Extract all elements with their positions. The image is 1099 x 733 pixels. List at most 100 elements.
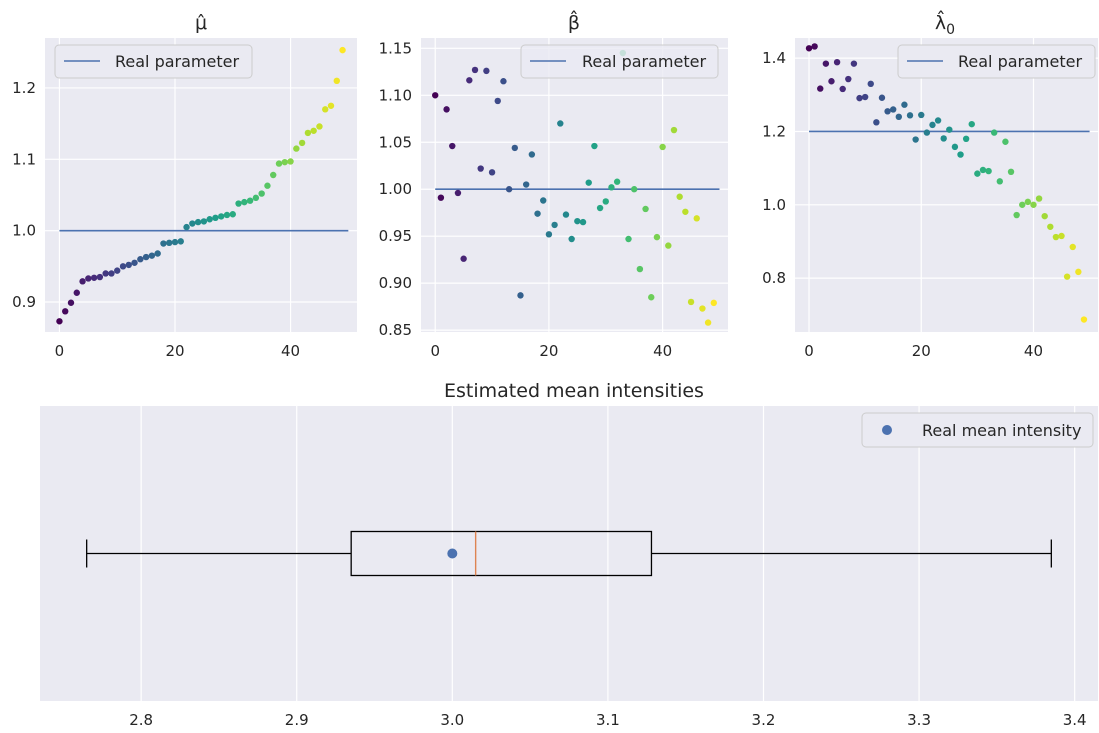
x-tick-label: 40 (281, 342, 300, 360)
boxplot-mean-intensities (86, 530, 1052, 577)
legend-label-lambda0: Real parameter (958, 52, 1082, 71)
estimate-point (264, 182, 271, 189)
estimate-point (189, 220, 196, 227)
estimate-point (613, 178, 621, 185)
y-tick-label: 1.00 (379, 180, 412, 198)
interquartile-box (350, 530, 653, 577)
estimate-point (889, 106, 897, 113)
estimate-point (934, 117, 942, 124)
estimate-point (79, 278, 86, 285)
y-tick-label: 0.90 (379, 274, 412, 292)
estimate-point (642, 205, 649, 213)
estimate-point (895, 113, 903, 121)
estimate-point (1035, 195, 1043, 202)
y-tick-label: 1.2 (762, 122, 786, 140)
x-tick-label: 2.9 (285, 711, 309, 729)
plot-area-mu (45, 38, 357, 332)
estimate-point (562, 211, 570, 218)
estimate-point (270, 171, 277, 179)
estimate-point (906, 112, 914, 119)
estimate-point (1080, 316, 1088, 323)
legend-box-lambda0 (897, 44, 1096, 79)
ticks-mu: 0 20 40 0.9 1.0 1.1 1.2 (12, 79, 300, 360)
x-tick-label: 20 (165, 342, 184, 360)
estimate-point (940, 135, 947, 142)
x-tick-label: 2.8 (129, 711, 153, 729)
estimate-point (687, 298, 695, 306)
estimate-point (670, 126, 678, 134)
estimate-point (574, 217, 581, 225)
estimate-point (1013, 211, 1020, 219)
estimate-point (528, 151, 536, 158)
x-tick-label: 0 (804, 342, 814, 360)
estimate-point (1047, 223, 1054, 230)
estimate-point (557, 120, 564, 127)
title-lambda0-main: λ̂ (935, 10, 946, 34)
estimate-point (218, 213, 225, 220)
estimate-point (817, 85, 824, 92)
panel-mu-hat: 0 20 40 0.9 1.0 1.1 1.2 μ̂ Real parameter (12, 12, 357, 360)
estimate-point (316, 123, 323, 130)
estimate-point (454, 189, 462, 197)
estimate-point (540, 197, 547, 204)
estimate-point (304, 129, 312, 137)
estimate-point (568, 235, 575, 243)
estimate-point (996, 178, 1004, 185)
estimate-point (252, 194, 260, 202)
title-mu: μ̂ (195, 12, 207, 34)
estimate-point (912, 136, 919, 143)
y-tick-label: 0.9 (12, 293, 36, 311)
estimate-point (56, 318, 63, 325)
estimate-point (177, 238, 184, 245)
x-tick-label: 3.3 (907, 711, 931, 729)
estimate-point (974, 170, 981, 177)
estimate-point (119, 263, 127, 270)
estimate-point (298, 139, 306, 147)
real-mean-marker (447, 548, 458, 559)
estimate-point (166, 239, 173, 247)
estimate-point (985, 167, 992, 175)
estimate-point (471, 66, 479, 74)
estimate-point (710, 299, 717, 307)
panel-boxplot: 2.8 2.9 3.0 3.1 3.2 3.3 3.4 Estimated mean int… (40, 380, 1098, 729)
estimate-point (839, 85, 846, 93)
x-tick-label: 40 (653, 342, 672, 360)
legend-marker-real-mean (882, 425, 892, 435)
legend-box-beta (520, 44, 719, 79)
estimate-point (867, 80, 874, 88)
x-tick-label: 3.2 (752, 711, 776, 729)
estimate-point (704, 319, 712, 326)
estimate-point (682, 208, 689, 215)
estimate-point (968, 120, 975, 128)
y-tick-label: 1.1 (12, 150, 36, 168)
estimate-point (884, 108, 891, 115)
estimate-point (108, 270, 115, 277)
title-lambda0: λ̂0 (935, 10, 955, 38)
estimate-point (73, 289, 80, 296)
estimate-point (212, 214, 219, 222)
estimate-point (449, 142, 456, 150)
estimate-point (293, 145, 300, 152)
estimate-point (585, 179, 592, 186)
estimate-point (659, 143, 666, 151)
legend-box-mu (54, 44, 253, 79)
legend-boxplot: Real mean intensity (861, 412, 1094, 448)
estimate-point (494, 97, 501, 105)
estimate-point (1030, 201, 1037, 208)
estimate-point (460, 255, 467, 262)
x-tick-label: 0 (55, 342, 65, 360)
estimate-point (1058, 232, 1065, 240)
estimate-point (505, 186, 513, 193)
estimate-point (551, 221, 558, 229)
estimate-point (322, 106, 329, 113)
estimate-point (339, 46, 346, 54)
estimate-point (223, 211, 231, 219)
estimate-point (878, 94, 886, 101)
estimate-point (591, 142, 598, 150)
estimate-point (923, 129, 931, 136)
estimate-point (183, 223, 190, 231)
estimate-point (545, 231, 553, 238)
panel-lambda0-hat: 0 20 400.81.01.21.4 λ̂0 Real parameter (762, 10, 1098, 360)
estimate-point (62, 308, 69, 315)
